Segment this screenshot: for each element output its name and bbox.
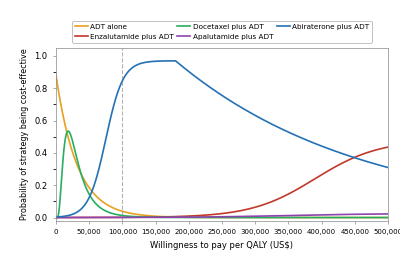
Abiraterone plus ADT (344, 153, 348, 156)
Apalutamide plus ADT (111, 216, 116, 219)
Apalutamide plus ADT (386, 212, 390, 215)
Enzalutamide plus ADT (111, 216, 116, 219)
Abiraterone plus ADT (92, 185, 96, 188)
Enzalutamide plus ADT (343, 160, 348, 163)
Y-axis label: Probability of strategy being cost-effective: Probability of strategy being cost-effec… (20, 48, 29, 220)
Enzalutamide plus ADT (92, 216, 96, 219)
Apalutamide plus ADT (379, 212, 384, 215)
Line: Abiraterone plus ADT: Abiraterone plus ADT (56, 61, 388, 217)
Abiraterone plus ADT (54, 215, 58, 219)
Abiraterone plus ADT (386, 166, 390, 169)
Abiraterone plus ADT (111, 105, 116, 108)
Docetaxel plus ADT (344, 216, 348, 219)
Line: Docetaxel plus ADT: Docetaxel plus ADT (56, 131, 388, 218)
Docetaxel plus ADT (181, 216, 186, 219)
ADT alone (379, 216, 384, 219)
Abiraterone plus ADT (181, 66, 186, 69)
Apalutamide plus ADT (54, 216, 58, 219)
Docetaxel plus ADT (196, 216, 200, 219)
Line: Apalutamide plus ADT: Apalutamide plus ADT (56, 214, 388, 218)
Apalutamide plus ADT (343, 213, 348, 216)
ADT alone (92, 192, 96, 195)
ADT alone (111, 206, 116, 210)
Line: Enzalutamide plus ADT: Enzalutamide plus ADT (56, 147, 388, 218)
Enzalutamide plus ADT (379, 147, 384, 150)
Abiraterone plus ADT (379, 164, 384, 167)
Enzalutamide plus ADT (181, 215, 186, 218)
Docetaxel plus ADT (111, 212, 116, 215)
ADT alone (195, 216, 200, 219)
Abiraterone plus ADT (196, 77, 200, 80)
Abiraterone plus ADT (173, 59, 178, 63)
ADT alone (386, 216, 390, 219)
Legend: ADT alone, Enzalutamide plus ADT, Docetaxel plus ADT, Apalutamide plus ADT, Abir: ADT alone, Enzalutamide plus ADT, Doceta… (72, 21, 372, 43)
Apalutamide plus ADT (92, 216, 96, 219)
Docetaxel plus ADT (66, 130, 70, 133)
Docetaxel plus ADT (54, 216, 58, 219)
X-axis label: Willingness to pay per QALY (US$): Willingness to pay per QALY (US$) (150, 241, 294, 250)
ADT alone (181, 216, 186, 219)
ADT alone (54, 74, 58, 77)
Docetaxel plus ADT (386, 216, 390, 219)
Apalutamide plus ADT (195, 215, 200, 219)
ADT alone (343, 216, 348, 219)
Apalutamide plus ADT (181, 215, 186, 219)
Docetaxel plus ADT (92, 200, 96, 203)
Enzalutamide plus ADT (386, 146, 390, 149)
Line: ADT alone: ADT alone (56, 75, 388, 218)
Enzalutamide plus ADT (54, 216, 58, 219)
Docetaxel plus ADT (379, 216, 384, 219)
Enzalutamide plus ADT (195, 214, 200, 217)
